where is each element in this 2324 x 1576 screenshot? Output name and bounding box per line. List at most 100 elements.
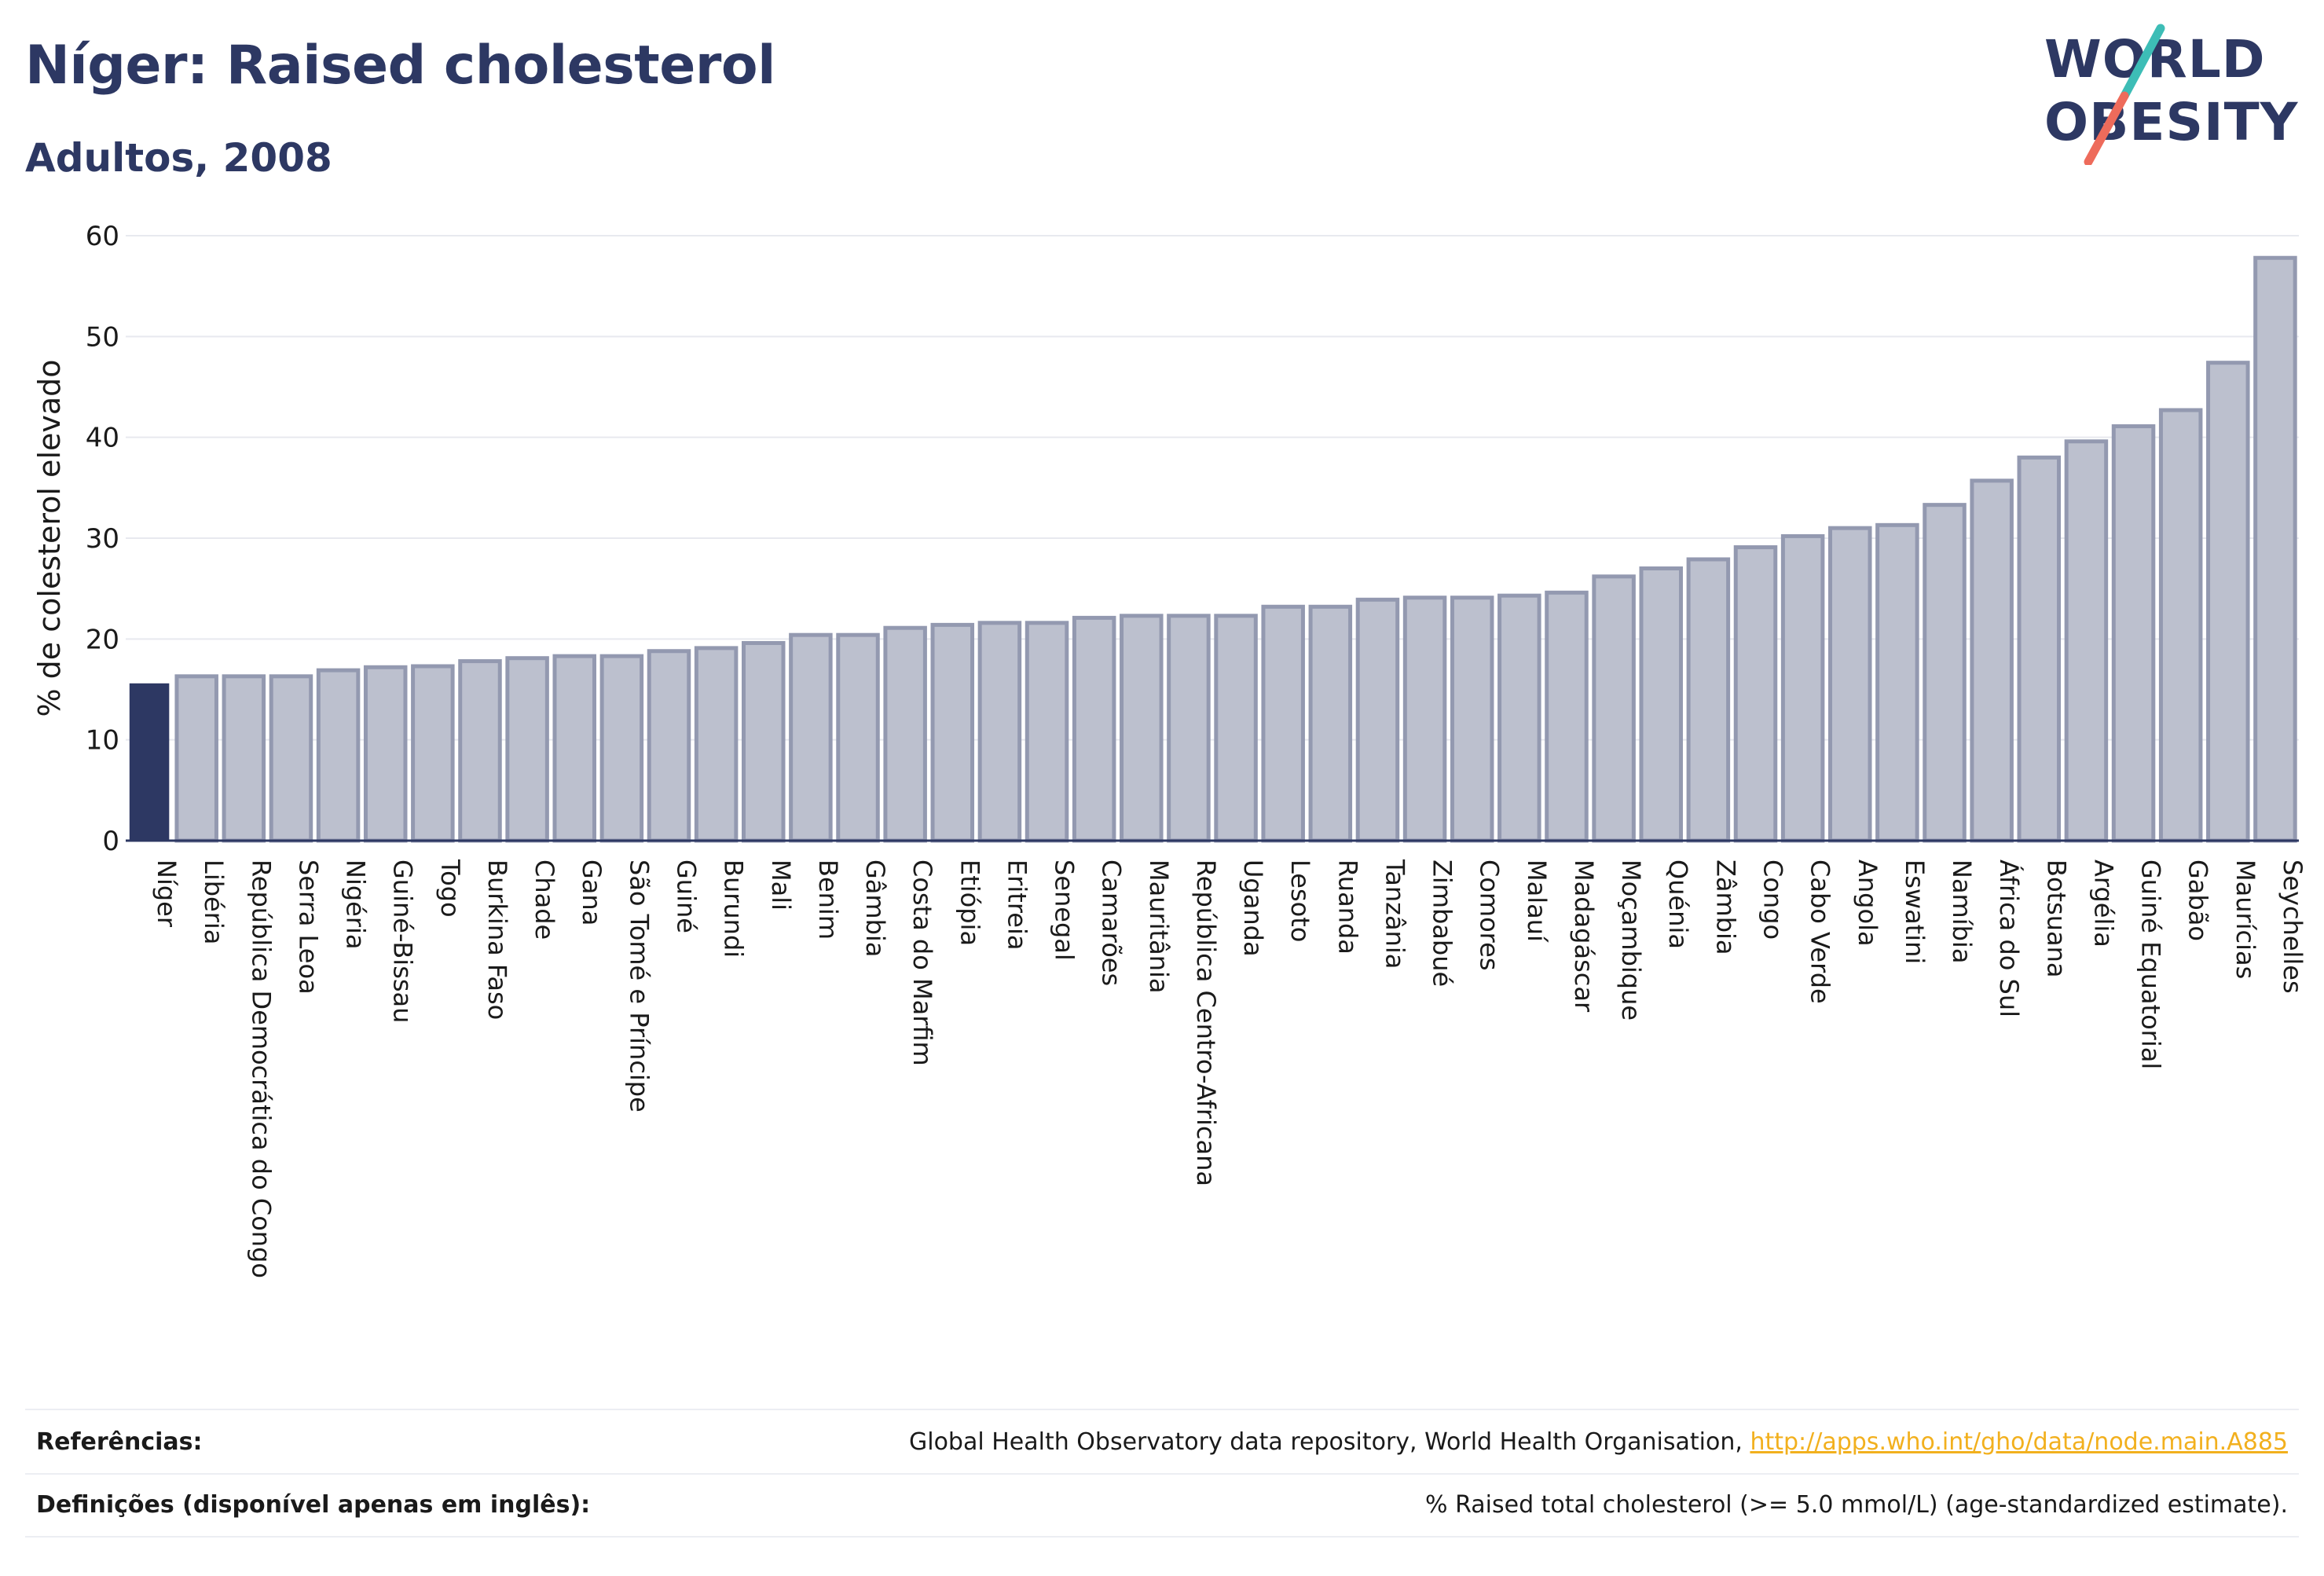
x-category-label: Mali	[766, 859, 796, 911]
bar-república-centro-africana[interactable]	[1167, 614, 1211, 843]
x-category-label: Seychelles	[2278, 859, 2308, 994]
bar-tanzânia[interactable]	[1355, 597, 1400, 843]
x-category-label: Costa do Marfim	[907, 859, 937, 1066]
bar-madagáscar[interactable]	[1545, 590, 1589, 843]
x-category-label: Namíbia	[1947, 859, 1977, 963]
world-obesity-logo[interactable]: WORLD OBESITY	[2043, 24, 2310, 165]
bar-zimbabué[interactable]	[1402, 596, 1447, 843]
bar-quénia[interactable]	[1639, 566, 1683, 843]
x-category-label: Mauritânia	[1144, 859, 1174, 993]
bar-guiné-equatorial[interactable]	[2111, 424, 2156, 843]
bar-benim[interactable]	[789, 632, 833, 843]
bar-argélia[interactable]	[2064, 439, 2109, 843]
x-category-label: África do Sul	[1994, 859, 2024, 1017]
bar-maurícias[interactable]	[2206, 361, 2250, 843]
bar-serra-leoa[interactable]	[269, 674, 313, 843]
bar-ruanda[interactable]	[1308, 604, 1353, 843]
bar-angola[interactable]	[1828, 526, 1872, 843]
y-axis-title: % de colesterol elevado	[32, 359, 67, 717]
bar-burkina-faso[interactable]	[458, 659, 502, 843]
x-category-label: Moçambique	[1616, 859, 1646, 1021]
x-axis-labels: Níger Libéria República Democrática do Con…	[152, 859, 2308, 1278]
x-category-label: Libéria	[199, 859, 229, 944]
definitions-value: % Raised total cholesterol (>= 5.0 mmol/…	[1425, 1490, 2288, 1519]
bar-são-tomé-e-príncipe[interactable]	[599, 654, 644, 843]
logo-line-2: OBESITY	[2044, 92, 2299, 152]
x-category-label: República Democrática do Congo	[246, 859, 276, 1278]
x-category-label: Guiné-Bissau	[388, 859, 418, 1023]
x-category-label: Gana	[577, 859, 607, 925]
bar-guiné[interactable]	[647, 649, 691, 843]
bar-congo[interactable]	[1733, 545, 1778, 843]
x-category-label: Eritreia	[1002, 859, 1032, 950]
bar-namíbia[interactable]	[1923, 503, 1967, 843]
x-category-label: Guiné Equatorial	[2136, 859, 2166, 1069]
x-category-label: Senegal	[1050, 859, 1080, 961]
y-tick-label: 20	[86, 624, 119, 655]
y-tick-label: 0	[102, 826, 119, 857]
x-category-label: Etiópia	[955, 859, 984, 946]
bar-áfrica-do-sul[interactable]	[1970, 478, 2014, 843]
bar-zâmbia[interactable]	[1686, 557, 1731, 843]
definitions-label: Definições (disponível apenas em inglês)…	[36, 1490, 591, 1519]
x-category-label: Burundi	[719, 859, 749, 958]
x-category-label: Togo	[435, 859, 465, 918]
y-tick-label: 30	[86, 523, 119, 555]
x-category-label: Comores	[1475, 859, 1505, 970]
references-label: Referências:	[36, 1428, 203, 1456]
x-category-label: Botsuana	[2041, 859, 2071, 978]
x-category-label: Nigéria	[341, 859, 371, 949]
bar-moçambique[interactable]	[1592, 574, 1636, 843]
bar-senegal[interactable]	[1025, 621, 1069, 843]
bar-lesoto[interactable]	[1261, 604, 1305, 843]
bar-togo[interactable]	[411, 664, 455, 843]
bar-eritreia[interactable]	[977, 621, 1022, 843]
bar-costa-do-marfim[interactable]	[883, 625, 927, 843]
bar-gana[interactable]	[552, 654, 596, 843]
bar-níger[interactable]	[129, 683, 170, 841]
references-link[interactable]: http://apps.who.int/gho/data/node.main.A…	[1750, 1428, 2288, 1456]
bar-camarões[interactable]	[1072, 615, 1116, 843]
y-tick-label: 60	[86, 221, 119, 252]
bar-eswatini[interactable]	[1875, 522, 1919, 843]
bar-comores[interactable]	[1450, 596, 1494, 843]
x-category-label: Níger	[152, 859, 181, 928]
references-text: Global Health Observatory data repositor…	[909, 1428, 1743, 1456]
bar-nigéria[interactable]	[316, 668, 361, 843]
bar-cabo-verde[interactable]	[1780, 533, 1825, 843]
x-category-label: Camarões	[1097, 859, 1127, 986]
bar-botsuana[interactable]	[2017, 455, 2062, 843]
x-category-label: Zimbabué	[1428, 859, 1457, 987]
bar-chade[interactable]	[505, 656, 549, 843]
bar-malauí[interactable]	[1497, 593, 1541, 843]
x-category-label: Zâmbia	[1710, 859, 1740, 955]
x-category-label: Lesoto	[1285, 859, 1315, 942]
x-category-label: Gabão	[2183, 859, 2213, 941]
x-category-label: Benim	[813, 859, 843, 940]
x-category-label: Maurícias	[2231, 859, 2260, 979]
x-category-label: Guiné	[672, 859, 702, 933]
x-category-label: Congo	[1758, 859, 1788, 940]
bar-mauritânia[interactable]	[1120, 614, 1164, 843]
bar-gabão[interactable]	[2158, 408, 2203, 843]
bar-república-democrática-do-congo[interactable]	[222, 674, 266, 843]
bar-etiópia[interactable]	[930, 622, 975, 843]
bar-uganda[interactable]	[1214, 614, 1258, 843]
bar-libéria[interactable]	[174, 674, 218, 843]
x-category-label: Tanzânia	[1380, 859, 1409, 969]
bar-guiné-bissau[interactable]	[363, 665, 408, 843]
x-category-label: Serra Leoa	[293, 859, 323, 995]
bar-seychelles[interactable]	[2253, 255, 2297, 843]
x-category-label: Burkina Faso	[482, 859, 512, 1020]
page-title: Níger: Raised cholesterol	[25, 35, 775, 97]
x-category-label: Ruanda	[1332, 859, 1362, 955]
bar-burundi[interactable]	[694, 646, 739, 843]
y-tick-label: 50	[86, 321, 119, 353]
references-value: Global Health Observatory data repositor…	[909, 1428, 2299, 1456]
bar-mali[interactable]	[742, 640, 786, 843]
x-category-label: Argélia	[2088, 859, 2118, 947]
x-category-label: Uganda	[1238, 859, 1268, 957]
x-category-label: Quénia	[1663, 859, 1693, 949]
bar-gâmbia[interactable]	[836, 632, 880, 843]
x-category-label: Malauí	[1522, 859, 1552, 943]
